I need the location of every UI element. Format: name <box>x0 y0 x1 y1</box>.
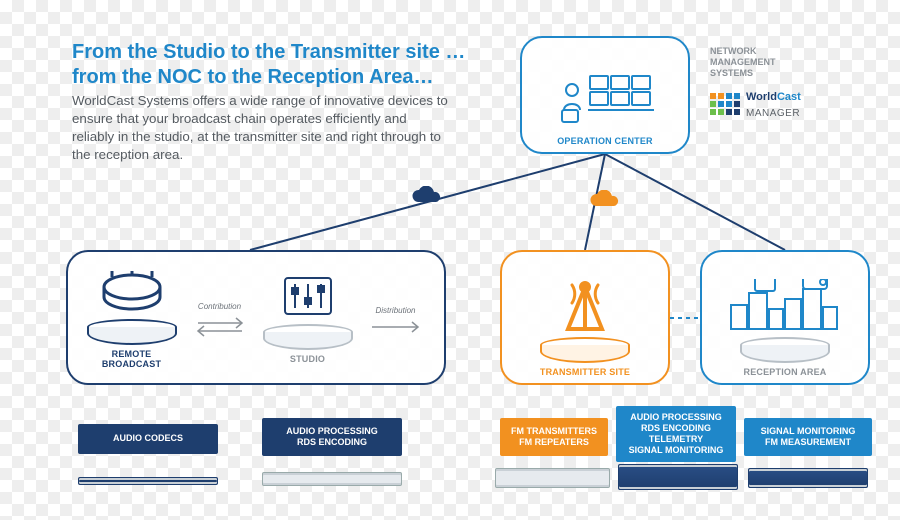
tag-tx-stack: AUDIO PROCESSING RDS ENCODING TELEMETRY … <box>616 406 736 462</box>
device-processor <box>262 472 402 486</box>
worldcast-manager-logo: WorldCast MANAGER <box>710 88 870 120</box>
node-studio-box: REMOTE BROADCAST Contribution STUDIO <box>66 250 446 385</box>
legend: NETWORK MANAGEMENT SYSTEMS WorldCast MAN… <box>710 46 870 120</box>
tag-signal-monitoring: SIGNAL MONITORING FM MEASUREMENT <box>744 418 872 456</box>
legend-nms: NETWORK MANAGEMENT SYSTEMS <box>710 46 870 78</box>
title-line2: from the NOC to the Reception Area… <box>72 66 434 88</box>
tag-fm-transmitters: FM TRANSMITTERS FM REPEATERS <box>500 418 608 456</box>
node-reception: RECEPTION AREA <box>700 250 870 385</box>
tag-audio-processing-rds: AUDIO PROCESSING RDS ENCODING <box>262 418 402 456</box>
stadium-icon <box>97 271 167 315</box>
cloud-icon-navy <box>408 186 442 208</box>
distribution-arrow: Distribution <box>366 306 426 333</box>
contribution-arrows: Contribution <box>190 302 250 337</box>
antenna-icon <box>550 279 620 333</box>
double-arrow-icon <box>190 317 250 337</box>
platform-transmitter <box>540 337 630 363</box>
operation-center-icon <box>550 72 660 130</box>
node-transmitter: TRANSMITTER SITE <box>500 250 670 385</box>
device-rx <box>748 468 868 488</box>
logo-grid-icon <box>710 93 740 115</box>
device-tx-stack <box>618 464 738 490</box>
cloud-icon-orange <box>586 190 620 212</box>
tag-audio-codecs: AUDIO CODECS <box>78 424 218 454</box>
platform-remote <box>87 319 177 345</box>
device-fm-tx <box>495 468 610 488</box>
device-codec <box>78 477 218 485</box>
node-operation-center: OPERATION CENTER <box>520 36 690 154</box>
city-icon <box>725 279 845 333</box>
mixer-icon <box>281 276 335 320</box>
page-title: From the Studio to the Transmitter site … <box>72 40 465 90</box>
section-remote-broadcast: REMOTE BROADCAST <box>87 271 177 369</box>
single-arrow-icon <box>366 321 426 333</box>
intro-text: WorldCast Systems offers a wide range of… <box>72 92 452 164</box>
platform-studio <box>263 324 353 350</box>
section-studio: STUDIO <box>263 276 353 364</box>
title-line1: From the Studio to the Transmitter site … <box>72 41 465 63</box>
platform-reception <box>740 337 830 363</box>
operation-center-label: OPERATION CENTER <box>557 136 653 146</box>
